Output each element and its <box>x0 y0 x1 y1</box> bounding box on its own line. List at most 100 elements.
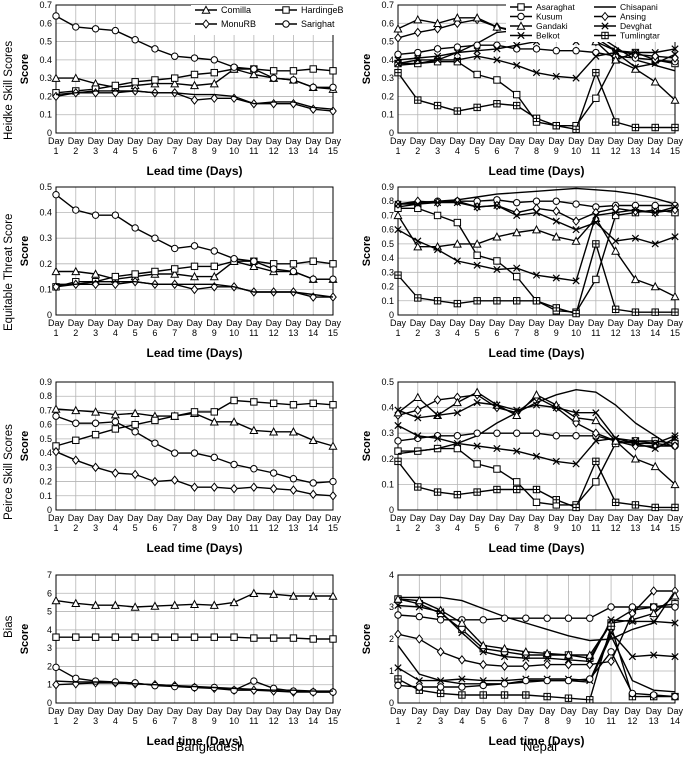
data-point <box>71 598 81 608</box>
data-point <box>309 479 317 487</box>
data-point <box>571 236 581 245</box>
marker-cross <box>632 308 639 316</box>
marker-cross <box>565 695 572 702</box>
x-tick-label: Day <box>647 513 664 523</box>
x-tick-label: Day <box>528 513 545 523</box>
data-point <box>607 616 615 624</box>
series-comilla <box>51 588 338 611</box>
data-point <box>393 210 403 220</box>
data-point <box>190 683 199 692</box>
y-axis-label: Score <box>19 624 31 655</box>
data-point <box>71 405 81 415</box>
y-tick-label: 0.5 <box>39 37 52 47</box>
x-tick-label: Day <box>285 706 302 716</box>
data-point <box>473 41 481 49</box>
data-point <box>611 246 621 255</box>
legend-background <box>191 5 355 35</box>
data-point <box>289 76 298 84</box>
y-tick-label: 0.2 <box>381 282 394 292</box>
y-tick-label: 0.5 <box>381 37 394 47</box>
x-tick-number: 6 <box>502 716 507 726</box>
data-point <box>571 413 581 422</box>
data-point <box>394 271 402 279</box>
data-point <box>91 430 100 439</box>
data-point <box>171 449 179 457</box>
data-point <box>650 77 660 86</box>
data-point <box>473 103 481 112</box>
legend-item: Devghat <box>594 21 652 31</box>
data-point <box>473 261 481 269</box>
legend-marker <box>517 12 525 21</box>
x-tick-label: Day <box>539 706 556 716</box>
data-point <box>500 661 509 672</box>
legend-marker <box>601 22 609 30</box>
x-tick-label: Day <box>469 513 486 523</box>
y-axis-label: Score <box>19 236 31 267</box>
data-point <box>493 485 501 494</box>
data-point <box>189 599 200 608</box>
data-point <box>532 485 541 494</box>
x-tick-label: Day <box>475 706 492 716</box>
data-point <box>564 676 573 685</box>
marker-cross <box>434 488 441 496</box>
data-point <box>513 297 521 305</box>
x-tick-number: 13 <box>630 328 640 338</box>
data-point <box>171 412 179 420</box>
marker-cross <box>501 691 508 699</box>
marker-cross <box>572 504 580 511</box>
data-point <box>51 595 61 605</box>
data-point <box>269 483 278 494</box>
marker-cross <box>533 486 540 493</box>
data-point <box>151 439 159 447</box>
x-tick-number: 12 <box>269 523 279 533</box>
data-point <box>210 68 218 77</box>
data-point <box>269 67 278 75</box>
series-tumlingtar <box>394 622 679 704</box>
data-point <box>564 659 573 670</box>
x-tick-label: Day <box>528 136 545 146</box>
data-point <box>414 96 422 104</box>
data-point <box>500 643 510 653</box>
data-point <box>552 47 560 55</box>
data-point <box>611 118 620 126</box>
data-point <box>151 234 159 242</box>
x-tick-number: 6 <box>152 523 157 533</box>
data-point <box>493 201 501 210</box>
row-title-pss: Peirce Skill Scores <box>3 424 15 520</box>
data-point <box>269 98 278 109</box>
data-point <box>552 206 561 216</box>
x-tick-label: Day <box>449 318 466 328</box>
x-axis-label: Lead time (Days) <box>488 734 584 748</box>
data-point <box>111 81 120 90</box>
row-title-ets: Equitable Threat Score <box>3 213 15 331</box>
data-point <box>473 47 481 55</box>
data-point <box>473 203 481 211</box>
data-point <box>493 257 501 265</box>
plot-frame <box>397 186 676 316</box>
x-axis-label: Lead time (Days) <box>146 734 242 748</box>
data-point <box>269 469 278 477</box>
x-tick-number: 14 <box>308 146 318 156</box>
data-point <box>612 237 620 245</box>
marker-cross <box>592 69 600 76</box>
x-tick-label: Day <box>560 706 577 716</box>
x-tick-number: 14 <box>650 328 660 338</box>
x-tick-number: 6 <box>494 523 499 533</box>
data-point <box>452 239 462 248</box>
data-point <box>543 654 551 662</box>
data-point <box>329 260 337 268</box>
marker-cross <box>652 124 659 131</box>
data-point <box>631 501 640 509</box>
data-point <box>413 392 423 402</box>
data-point <box>131 420 139 429</box>
data-point <box>131 469 139 480</box>
legend-marker <box>601 11 609 22</box>
data-point <box>131 224 139 232</box>
data-point <box>329 83 337 91</box>
data-point <box>651 308 659 316</box>
data-point <box>413 405 422 415</box>
x-tick-number: 10 <box>229 146 239 156</box>
data-point <box>269 589 279 598</box>
data-point <box>288 591 298 600</box>
x-tick-number: 7 <box>172 523 177 533</box>
